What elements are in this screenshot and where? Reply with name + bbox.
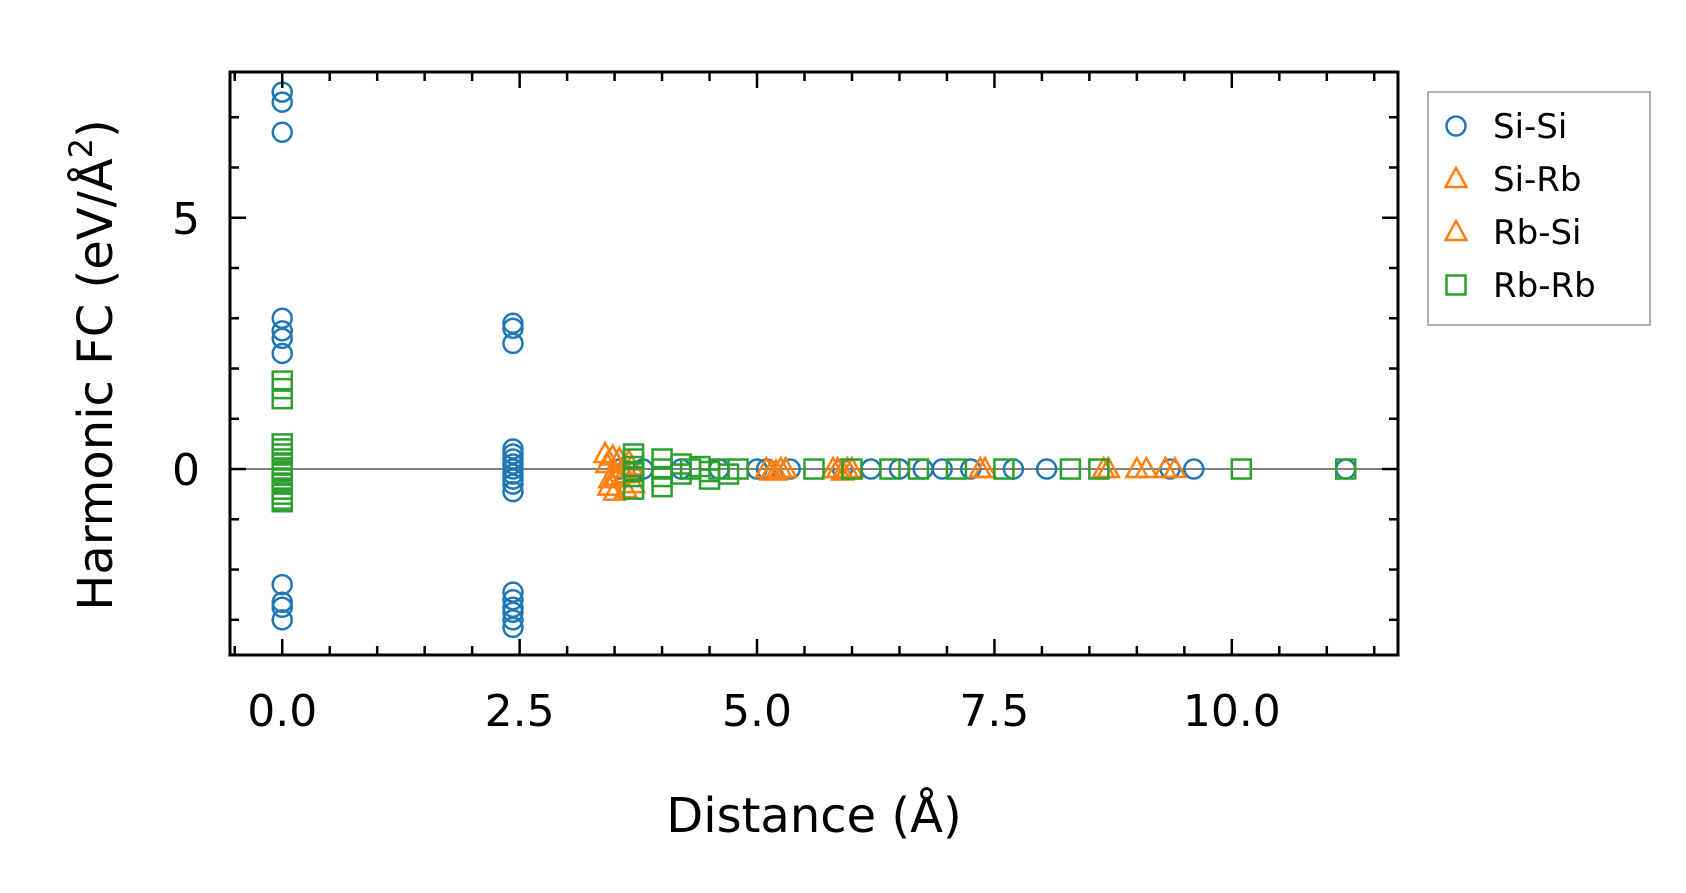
data-point-rb-si (613, 475, 639, 499)
data-point-si-si (271, 596, 293, 619)
data-point-si-si (502, 448, 524, 470)
data-point-si-si (502, 317, 524, 340)
data-point-rb-rb (622, 478, 645, 500)
data-point-si-si (271, 342, 293, 365)
series-rb-si (596, 442, 1188, 499)
plot-frame (228, 70, 1400, 657)
data-point-si-si (502, 332, 524, 355)
legend-label: Si-Si (1493, 107, 1567, 147)
data-point-si-si (502, 480, 524, 503)
legend-item-rb-si: Rb-Si (1443, 213, 1582, 253)
data-point-rb-si (768, 455, 794, 479)
legend-marker-square (1445, 274, 1467, 296)
x-tick-label: 0.0 (247, 686, 317, 737)
data-point-si-si (931, 458, 953, 480)
data-point-rb-rb (271, 490, 293, 513)
x-tick-label: 5.0 (722, 686, 792, 737)
data-point-si-si (502, 596, 524, 619)
data-point-si-si (271, 320, 293, 342)
y-axis-title: Harmonic FC (eV/Å2) (62, 119, 124, 611)
data-point-si-si (271, 327, 293, 350)
legend-label: Si-Rb (1493, 160, 1582, 200)
y-axis-title-close: ) (68, 119, 124, 138)
data-point-si-si (502, 609, 524, 631)
data-point-rb-rb (651, 475, 673, 498)
x-tick-label: 10.0 (1183, 686, 1281, 737)
data-point-rb-rb (879, 458, 901, 480)
legend-item-si-si: Si-Si (1445, 107, 1567, 147)
data-point-rb-rb (727, 458, 749, 480)
data-point-rb-si (1162, 455, 1188, 479)
legend-marker-triangle (1443, 165, 1469, 189)
data-point-rb-rb (271, 387, 293, 410)
data-point-rb-si (619, 452, 645, 476)
data-point-si-si (1183, 458, 1205, 480)
legend: Si-Si Si-Rb Rb-Si Rb-Rb (1427, 91, 1651, 326)
x-tick-label: 7.5 (959, 686, 1029, 737)
series-si-si (271, 81, 1357, 639)
legend-marker-triangle (1443, 218, 1469, 242)
data-point-rb-si (600, 442, 626, 466)
y-axis-title-main: Harmonic FC (eV/Å (67, 158, 124, 611)
data-point-si-rb (592, 440, 618, 464)
data-point-rb-rb (1335, 458, 1357, 480)
data-point-rb-rb (841, 458, 863, 480)
data-point-rb-rb (1059, 458, 1082, 480)
data-point-rb-rb (622, 465, 645, 488)
data-point-rb-si (758, 457, 784, 481)
data-point-rb-rb (945, 458, 968, 480)
data-point-rb-rb (803, 458, 825, 480)
legend-label: Rb-Rb (1493, 266, 1596, 306)
data-point-si-si (271, 573, 293, 596)
y-axis-title-superscript: 2 (62, 138, 100, 158)
legend-item-si-rb: Si-Rb (1443, 160, 1582, 200)
legend-label: Rb-Si (1493, 213, 1582, 253)
x-axis-title: Distance (Å) (666, 787, 961, 844)
legend-item-rb-rb: Rb-Rb (1445, 266, 1596, 306)
legend-marker-circle (1445, 115, 1467, 137)
data-point-rb-rb (907, 458, 930, 480)
data-point-si-si (271, 609, 293, 631)
data-point-si-si (1035, 458, 1058, 480)
data-point-rb-rb (993, 458, 1015, 480)
data-point-rb-rb (1088, 458, 1110, 480)
data-point-rb-si (1133, 455, 1159, 479)
y-tick-label: 5 (172, 194, 200, 245)
data-point-si-si (271, 91, 293, 113)
data-point-rb-rb (271, 370, 293, 392)
x-tick-label: 2.5 (485, 686, 555, 737)
data-point-si-si (271, 121, 293, 144)
data-point-si-si (502, 473, 524, 495)
data-point-rb-si (967, 455, 993, 479)
data-point-rb-rb (1230, 458, 1253, 480)
y-tick-label: 0 (172, 445, 200, 496)
series-rb-rb (271, 370, 1357, 513)
